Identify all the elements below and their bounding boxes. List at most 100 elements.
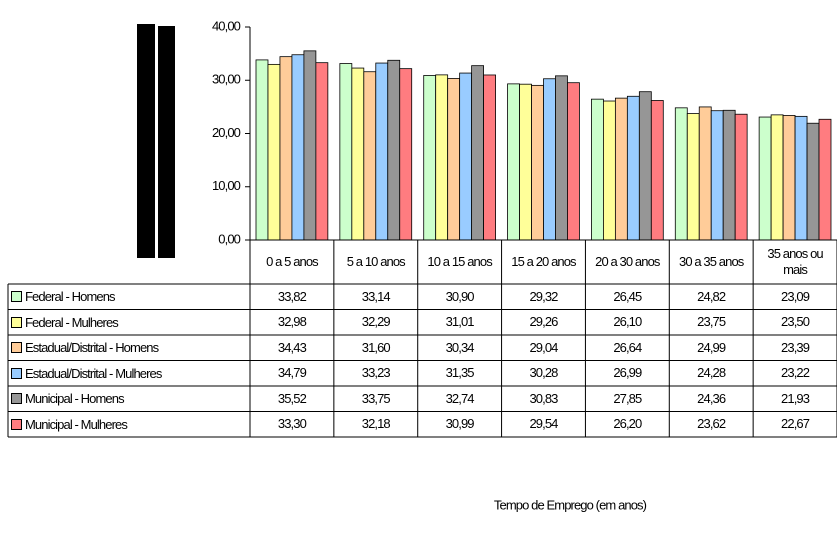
data-label: 26,64 [613,339,642,355]
bar [303,50,317,241]
data-label: 26,20 [613,416,642,432]
bar [806,122,820,241]
data-label: 33,14 [361,288,391,304]
data-label: 24,99 [697,339,726,355]
data-label: 30,99 [445,416,475,432]
bar [543,78,556,241]
bar [255,59,269,241]
data-label: 30,28 [529,365,558,381]
legend-key [11,367,22,379]
data-label: 31,35 [445,365,475,381]
data-label: 23,39 [781,339,810,355]
data-label: 31,60 [361,339,391,355]
bar [339,63,353,241]
y-tick-label: 30,00 [212,72,241,87]
data-label: 24,36 [697,390,726,406]
bar [459,72,473,241]
data-label: 33,75 [361,390,391,406]
bar [399,68,413,241]
data-label: 30,90 [445,288,475,304]
data-label: 34,79 [277,365,307,381]
y-tick-label: 0,00 [218,231,240,246]
y-tick-label: 10,00 [212,178,241,193]
bar [818,118,832,241]
bar [614,97,628,241]
data-label: 29,54 [529,416,558,432]
data-label: 33,23 [361,365,391,381]
x-tick-label: 10 a 15 anos [427,254,492,269]
y-tick-label: 20,00 [212,125,241,140]
data-label: 26,99 [613,365,642,381]
bar [782,115,796,241]
data-label: 33,82 [277,288,307,304]
data-label: 35,52 [277,390,307,406]
bar [447,78,461,241]
data-label: 34,43 [277,339,307,355]
legend-label: Municipal - Homens [25,391,125,407]
legend-key [11,316,22,328]
bar [315,62,329,241]
x-tick-label: 35 anos ou mais [767,246,823,277]
data-label: 29,04 [529,339,558,355]
data-label: 29,32 [529,288,558,304]
bar [794,115,808,241]
bar [603,100,616,241]
redaction [158,26,175,258]
bar [698,106,712,241]
bar [375,62,389,241]
data-label: 30,83 [529,390,558,406]
x-tick-label: 0 a 5 anos [266,254,319,269]
bar [555,75,568,241]
bar [674,107,688,241]
legend-label: Estadual/Distrital - Homens [25,340,159,356]
data-label: 23,09 [781,288,810,304]
bar [267,63,281,241]
data-label: 32,29 [361,314,391,330]
x-tick-label: 15 a 20 anos [511,254,576,269]
bar [626,95,640,241]
data-label: 21,93 [781,390,810,406]
bar [758,116,772,241]
legend-label: Municipal - Mulheres [25,416,128,432]
bar [435,74,449,241]
bar [363,71,377,241]
redaction [137,24,155,258]
data-label: 23,62 [697,416,726,432]
legend-key [11,418,22,430]
bar [387,59,401,241]
x-tick-label: 20 a 30 anos [595,254,660,269]
legend-key [11,291,22,303]
legend-entry: Municipal - Mulheres [11,412,128,438]
legend-label: Federal - Homens [25,289,116,305]
bar [507,83,520,241]
bar [770,114,784,241]
x-tick-label: 30 a 35 anos [679,254,744,269]
data-label: 26,45 [613,288,642,304]
data-label: 29,26 [529,314,558,330]
legend-entry: Municipal - Homens [11,386,125,412]
data-label: 24,28 [697,365,726,381]
bar [567,82,580,241]
y-tick-label: 40,00 [212,18,241,33]
data-label: 22,67 [781,416,810,432]
legend-entry: Federal - Homens [11,284,116,310]
bar [531,84,544,241]
bar [686,113,700,241]
data-label: 23,22 [781,365,810,381]
bar [710,110,724,241]
legend-entry: Federal - Mulheres [11,310,119,336]
legend-entry: Estadual/Distrital - Mulheres [11,361,162,387]
data-label: 24,82 [697,288,726,304]
bar [519,83,532,241]
data-label: 26,10 [613,314,642,330]
data-label: 32,74 [445,390,475,406]
legend-label: Estadual/Distrital - Mulheres [25,365,162,381]
bar [638,91,652,241]
data-label: 27,85 [613,390,642,406]
bar [734,113,748,241]
data-label: 23,75 [697,314,726,330]
bar [722,109,736,241]
legend-key [11,393,22,405]
legend-label: Federal - Mulheres [25,314,119,330]
